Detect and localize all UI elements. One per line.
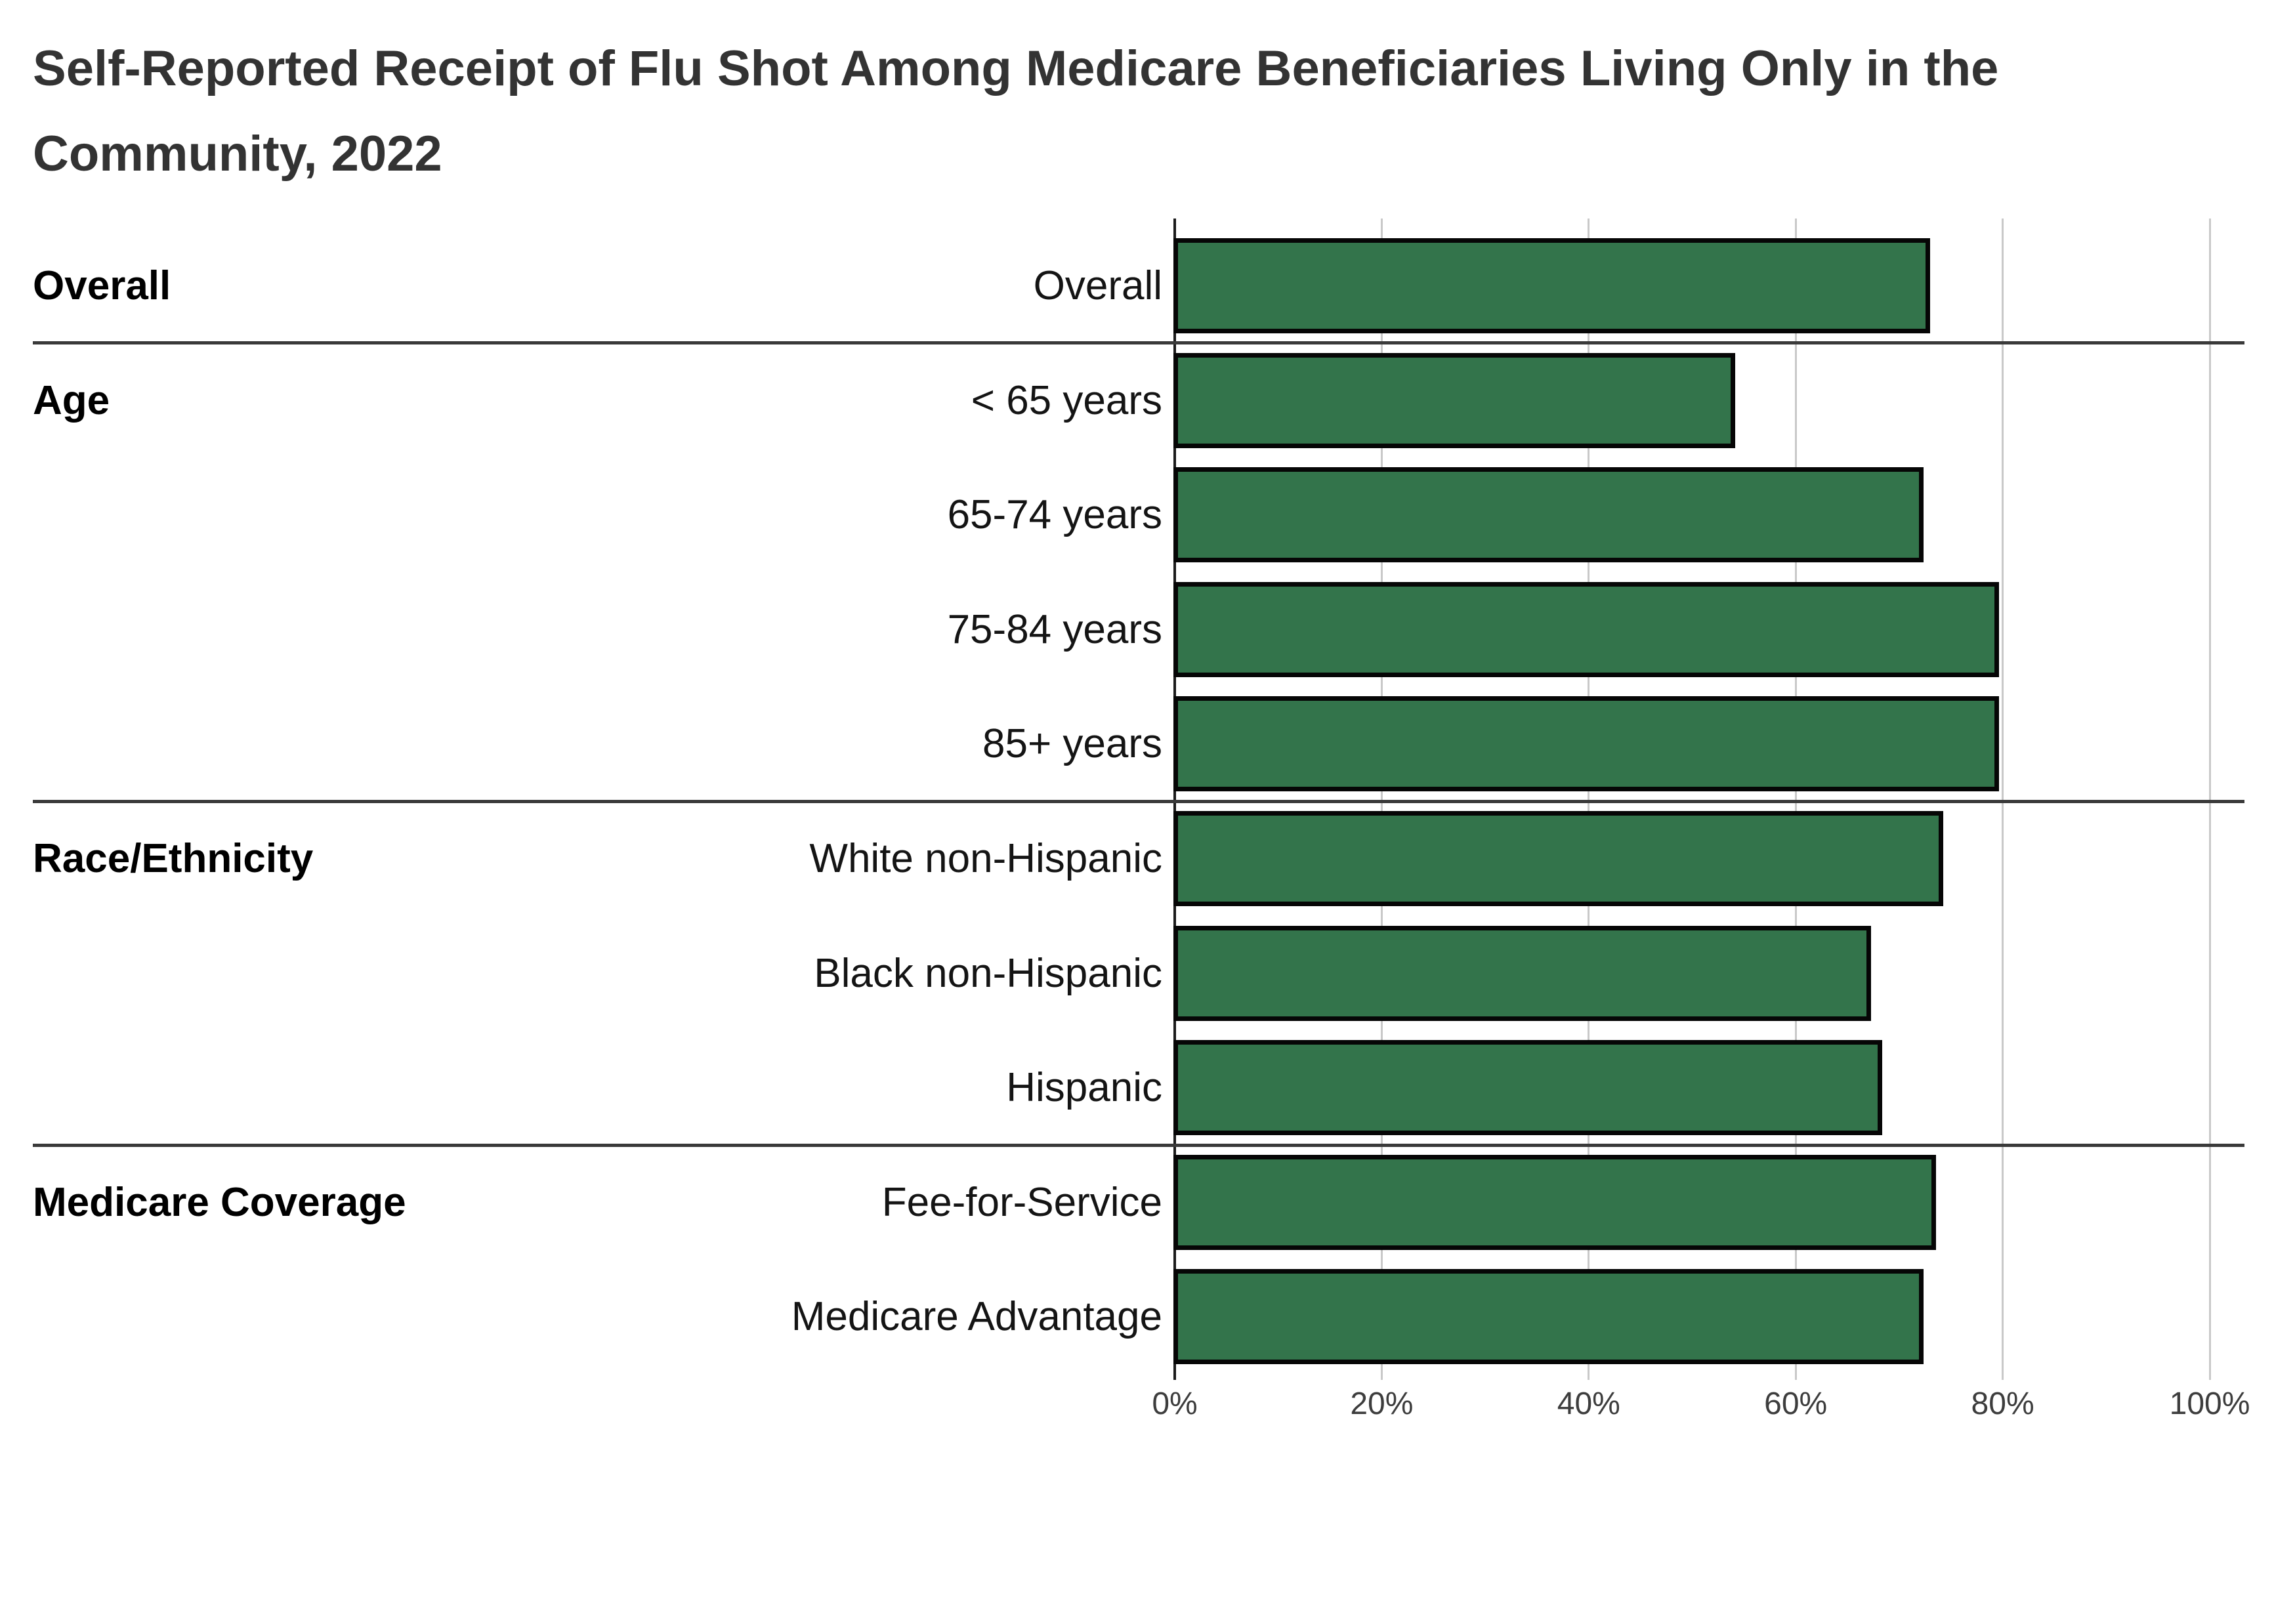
bar-black-non-hispanic — [1173, 925, 1871, 1021]
x-tick-label-100: 100% — [2169, 1386, 2250, 1421]
bar-fee-for-service — [1173, 1154, 1937, 1250]
row-label-65-years: < 65 years — [971, 377, 1162, 423]
row-label-65-74-years: 65-74 years — [947, 492, 1162, 538]
row-label-overall: Overall — [1033, 263, 1162, 308]
bar-75-84-years — [1173, 581, 2000, 677]
chart-title: Self-Reported Receipt of Flu Shot Among … — [33, 26, 2225, 197]
group-label-overall: Overall — [33, 263, 171, 308]
row-label-85-years: 85+ years — [982, 721, 1162, 767]
group-label-race-ethnicity: Race/Ethnicity — [33, 836, 314, 881]
section-separator-overall — [33, 341, 2244, 345]
bar-85-years — [1173, 696, 2000, 792]
bar-65-years — [1173, 352, 1736, 448]
x-tick-label-60: 60% — [1764, 1386, 1828, 1421]
group-label-age: Age — [33, 377, 110, 423]
gridline-20 — [1380, 219, 1383, 1380]
bar-hispanic — [1173, 1040, 1883, 1136]
bar-65-74-years — [1173, 467, 1924, 563]
x-tick-label-40: 40% — [1557, 1386, 1620, 1421]
row-label-black-non-hispanic: Black non-Hispanic — [814, 950, 1162, 996]
gridline-80 — [2002, 219, 2004, 1380]
chart-title-line-2: Community, 2022 — [33, 126, 442, 182]
section-separator-race-ethnicity — [33, 1143, 2244, 1147]
bar-overall — [1173, 238, 1930, 333]
y-axis-line — [1173, 219, 1176, 1380]
row-label-75-84-years: 75-84 years — [947, 606, 1162, 652]
x-tick-label-20: 20% — [1350, 1386, 1414, 1421]
x-tick-label-80: 80% — [1971, 1386, 2034, 1421]
gridline-100 — [2208, 219, 2211, 1380]
chart-title-line-1: Self-Reported Receipt of Flu Shot Among … — [33, 41, 1999, 96]
row-label-fee-for-service: Fee-for-Service — [881, 1179, 1162, 1225]
section-separator-age — [33, 799, 2244, 803]
bar-medicare-advantage — [1173, 1269, 1924, 1365]
gridline-60 — [1794, 219, 1797, 1380]
gridline-40 — [1588, 219, 1590, 1380]
row-label-medicare-advantage: Medicare Advantage — [791, 1294, 1162, 1340]
group-label-medicare-coverage: Medicare Coverage — [33, 1179, 406, 1225]
x-tick-label-0: 0% — [1152, 1386, 1198, 1421]
bar-white-non-hispanic — [1173, 811, 1944, 906]
row-label-white-non-hispanic: White non-Hispanic — [809, 836, 1162, 881]
row-label-hispanic: Hispanic — [1006, 1065, 1162, 1111]
